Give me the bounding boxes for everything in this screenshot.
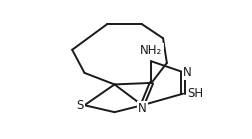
Text: N: N: [138, 102, 147, 115]
Text: SH: SH: [187, 87, 203, 100]
Text: N: N: [183, 66, 192, 79]
Text: NH₂: NH₂: [140, 44, 163, 57]
Text: S: S: [76, 99, 84, 112]
